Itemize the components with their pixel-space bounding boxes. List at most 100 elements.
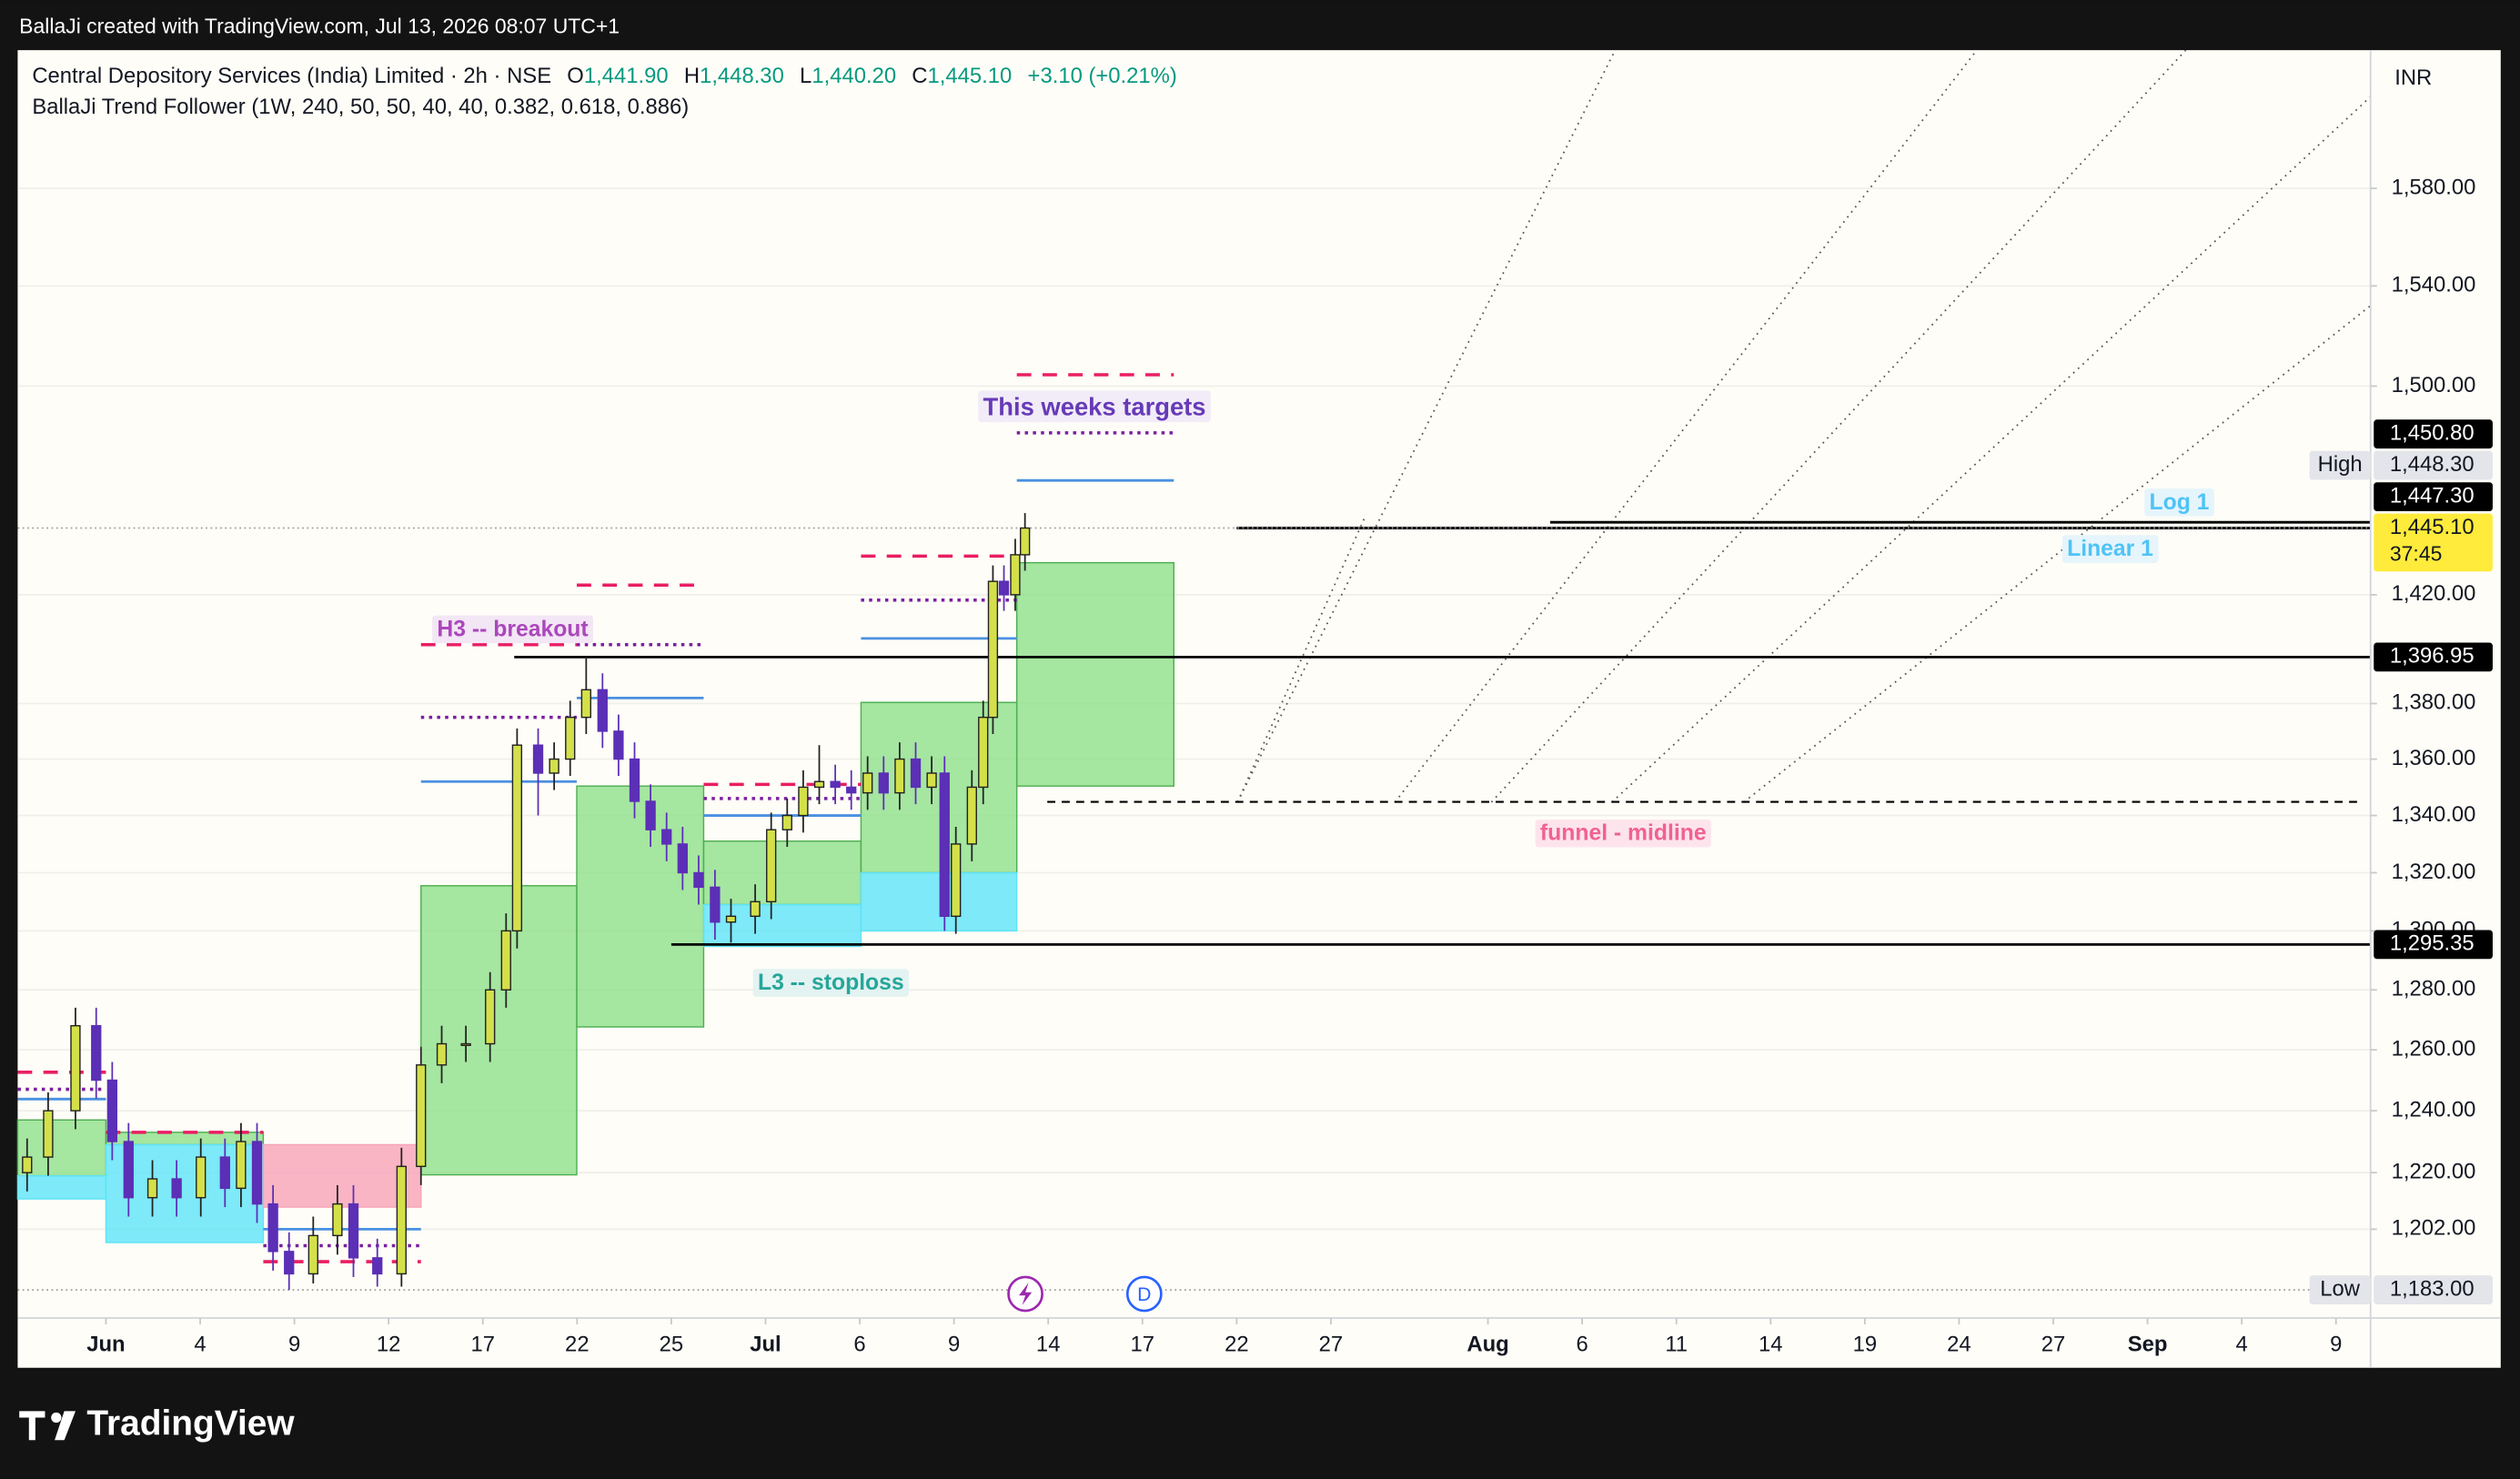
y-tick-label: 1,540.00 bbox=[2392, 273, 2476, 297]
zone bbox=[1015, 561, 1175, 787]
ohlc-value: 1,441.90 bbox=[584, 64, 669, 88]
candle-body bbox=[613, 730, 624, 760]
y-tick-label: 1,580.00 bbox=[2392, 175, 2476, 199]
x-tick-label: Jul bbox=[750, 1332, 781, 1356]
candle-body bbox=[251, 1141, 263, 1205]
zones-layer bbox=[16, 561, 1175, 1243]
annotations-layer: This weeks targets H3 -- breakout L3 -- st… bbox=[432, 390, 2214, 997]
candle-body bbox=[123, 1141, 134, 1199]
y-tick-label: 1,320.00 bbox=[2392, 860, 2476, 884]
candle-body bbox=[629, 758, 640, 802]
event-label: D bbox=[1137, 1284, 1151, 1305]
candle-body bbox=[436, 1042, 448, 1066]
change: +3.10 (+0.21%) bbox=[1028, 64, 1177, 88]
zone bbox=[576, 785, 705, 1028]
axis-layer: 1,202.00 1,220.00 1,240.00 1,260.00 1,280.00… bbox=[86, 175, 2475, 1356]
candle-body bbox=[1010, 554, 1021, 596]
x-tick-label: 25 bbox=[660, 1332, 684, 1356]
price-tag-timer: 37:45 bbox=[2390, 542, 2442, 566]
candle-body bbox=[549, 758, 559, 774]
price-tag-label: 1,450.80 bbox=[2390, 420, 2475, 445]
candle-body bbox=[862, 772, 873, 794]
candle-body bbox=[978, 716, 989, 789]
event-dividend: D bbox=[1125, 1275, 1163, 1313]
candle-body bbox=[894, 758, 905, 794]
fan-lines bbox=[1236, 49, 2372, 803]
x-tick-label: 9 bbox=[948, 1332, 960, 1356]
candle-body bbox=[219, 1156, 230, 1190]
fan-line bbox=[1743, 305, 2372, 803]
candle-body bbox=[677, 843, 688, 874]
annotation-bg bbox=[978, 390, 1211, 423]
x-tick-label: 14 bbox=[1759, 1332, 1783, 1356]
x-tick-label: Aug bbox=[1467, 1332, 1508, 1356]
candle-body bbox=[580, 689, 591, 719]
x-tick-label: 27 bbox=[1319, 1332, 1344, 1356]
annotation: L3 -- stoploss bbox=[758, 971, 904, 995]
candle-body bbox=[460, 1042, 471, 1047]
y-tick-label: 1,380.00 bbox=[2392, 690, 2476, 715]
candle-body bbox=[106, 1079, 118, 1142]
candle-body bbox=[951, 843, 962, 918]
x-tick-label: 17 bbox=[1131, 1332, 1155, 1356]
candle-body bbox=[22, 1156, 33, 1173]
candle-body bbox=[396, 1165, 407, 1275]
annotation: funnel - midline bbox=[1540, 821, 1707, 846]
price-tag bbox=[2374, 930, 2493, 960]
event-circle bbox=[1125, 1275, 1163, 1313]
zone bbox=[262, 1143, 422, 1208]
candle-body bbox=[416, 1064, 427, 1168]
price-tag bbox=[2374, 1275, 2493, 1304]
candle-body bbox=[710, 886, 721, 923]
candle-body bbox=[966, 786, 977, 845]
candle-body bbox=[196, 1156, 207, 1199]
candle-body bbox=[500, 930, 511, 991]
legend-line: Central Depository Services (India) Limi… bbox=[32, 64, 1176, 88]
currency: INR bbox=[2394, 65, 2432, 90]
candle-body bbox=[645, 800, 656, 830]
candle-body bbox=[910, 758, 922, 789]
x-tick-label: 6 bbox=[853, 1332, 865, 1356]
candle-body bbox=[846, 786, 857, 794]
grid-layer bbox=[17, 187, 2371, 1231]
candle-body bbox=[485, 989, 496, 1045]
price-tag-side bbox=[2309, 1275, 2371, 1304]
x-tick-label: 17 bbox=[470, 1332, 495, 1356]
candle-body bbox=[348, 1202, 359, 1259]
ohlc-key: C bbox=[912, 64, 927, 88]
annotation-bg bbox=[752, 969, 909, 997]
lightning-icon bbox=[1019, 1283, 1033, 1305]
symbol-title: Central Depository Services (India) Limi… bbox=[32, 64, 551, 88]
candle-body bbox=[725, 915, 737, 923]
price-tag bbox=[2374, 642, 2493, 672]
candle-body bbox=[91, 1024, 102, 1082]
x-tick-label: 27 bbox=[2041, 1332, 2066, 1356]
ohlc-value: 1,448.30 bbox=[700, 64, 784, 88]
candle-body bbox=[372, 1257, 383, 1275]
candle-body bbox=[781, 814, 792, 830]
y-tick-label: 1,360.00 bbox=[2392, 746, 2476, 770]
annotation: Linear 1 bbox=[2067, 537, 2153, 561]
price-tag-label: 1,183.00 bbox=[2390, 1276, 2475, 1301]
candle-body bbox=[1019, 527, 1031, 556]
x-tick-label: 9 bbox=[288, 1332, 300, 1356]
candle-body bbox=[332, 1202, 343, 1237]
fan-line bbox=[1236, 514, 1367, 803]
x-tick-label: 14 bbox=[1036, 1332, 1061, 1356]
price-tag-name: Low bbox=[2320, 1276, 2361, 1301]
zone bbox=[702, 903, 862, 948]
zone bbox=[860, 871, 1018, 932]
candle-body bbox=[813, 780, 825, 789]
candle-body bbox=[146, 1178, 158, 1199]
logo: TradingView bbox=[19, 1404, 295, 1444]
candles-layer bbox=[22, 513, 1031, 1291]
candle-body bbox=[284, 1251, 295, 1275]
zone bbox=[420, 885, 578, 1176]
price-tag-label: 1,448.30 bbox=[2390, 452, 2475, 477]
zone bbox=[16, 1174, 107, 1200]
x-tick-label: 24 bbox=[1947, 1332, 1971, 1356]
candle-body bbox=[766, 829, 777, 903]
price-tag-label: 1,447.30 bbox=[2390, 483, 2475, 508]
